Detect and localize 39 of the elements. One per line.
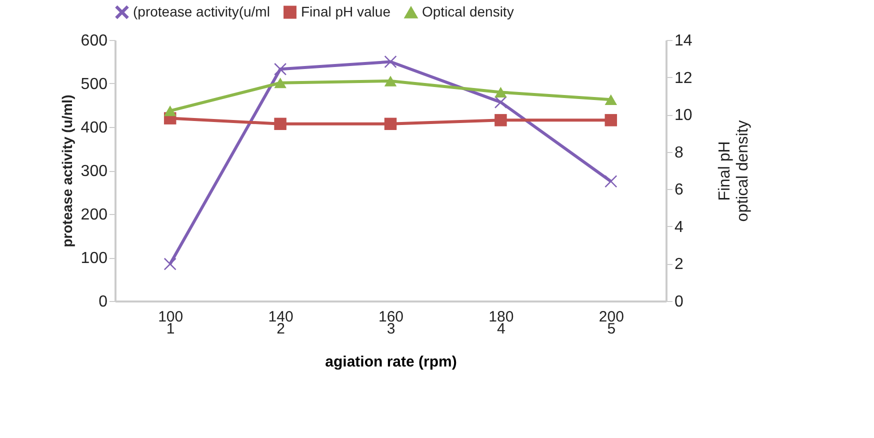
y2-axis-title: Final pH optical density [716,120,752,222]
y2-tick-label: 2 [674,256,684,274]
y-tick-label: 400 [80,120,108,136]
point [604,175,618,188]
point [164,258,176,270]
y-tick-label: 500 [80,76,108,93]
point [164,106,176,116]
y2-tick-label: 14 [674,32,692,50]
y-tick-label: 100 [80,250,108,267]
point [274,118,286,130]
y2-tick-label: 12 [674,70,692,87]
legend-label: Final pH value [301,3,391,20]
y2-tick-label: 0 [674,294,684,310]
point [384,76,397,86]
point [494,114,507,126]
x-tick-label: 200 5 [598,308,624,338]
point [274,63,286,76]
y-tick-label: 300 [80,163,108,180]
point [384,118,397,130]
x-tick-label: 180 4 [488,308,514,338]
point [604,94,618,105]
legend-label: (protease activity(u/ml [133,3,270,20]
y-tick-label: 200 [80,206,108,224]
y2-tick-label: 8 [674,144,684,162]
point [274,78,286,88]
point [604,114,618,126]
point [384,56,397,68]
y-axis-title: protease activity (u/ml) [58,94,75,248]
y2-tick-label: 6 [674,182,684,199]
y-tick-label: 600 [80,32,108,50]
legend-label: Optical density [422,4,514,20]
x-tick-label: 160 3 [378,308,404,338]
y2-tick-label: 10 [674,107,692,124]
x-axis-title: agiation rate (rpm) [325,354,457,370]
x-tick-label: 140 2 [268,308,294,338]
point [494,86,507,98]
y-tick-label: 0 [98,294,108,310]
y2-tick-label: 4 [674,218,684,236]
x-tick-label: 100 1 [158,308,184,338]
